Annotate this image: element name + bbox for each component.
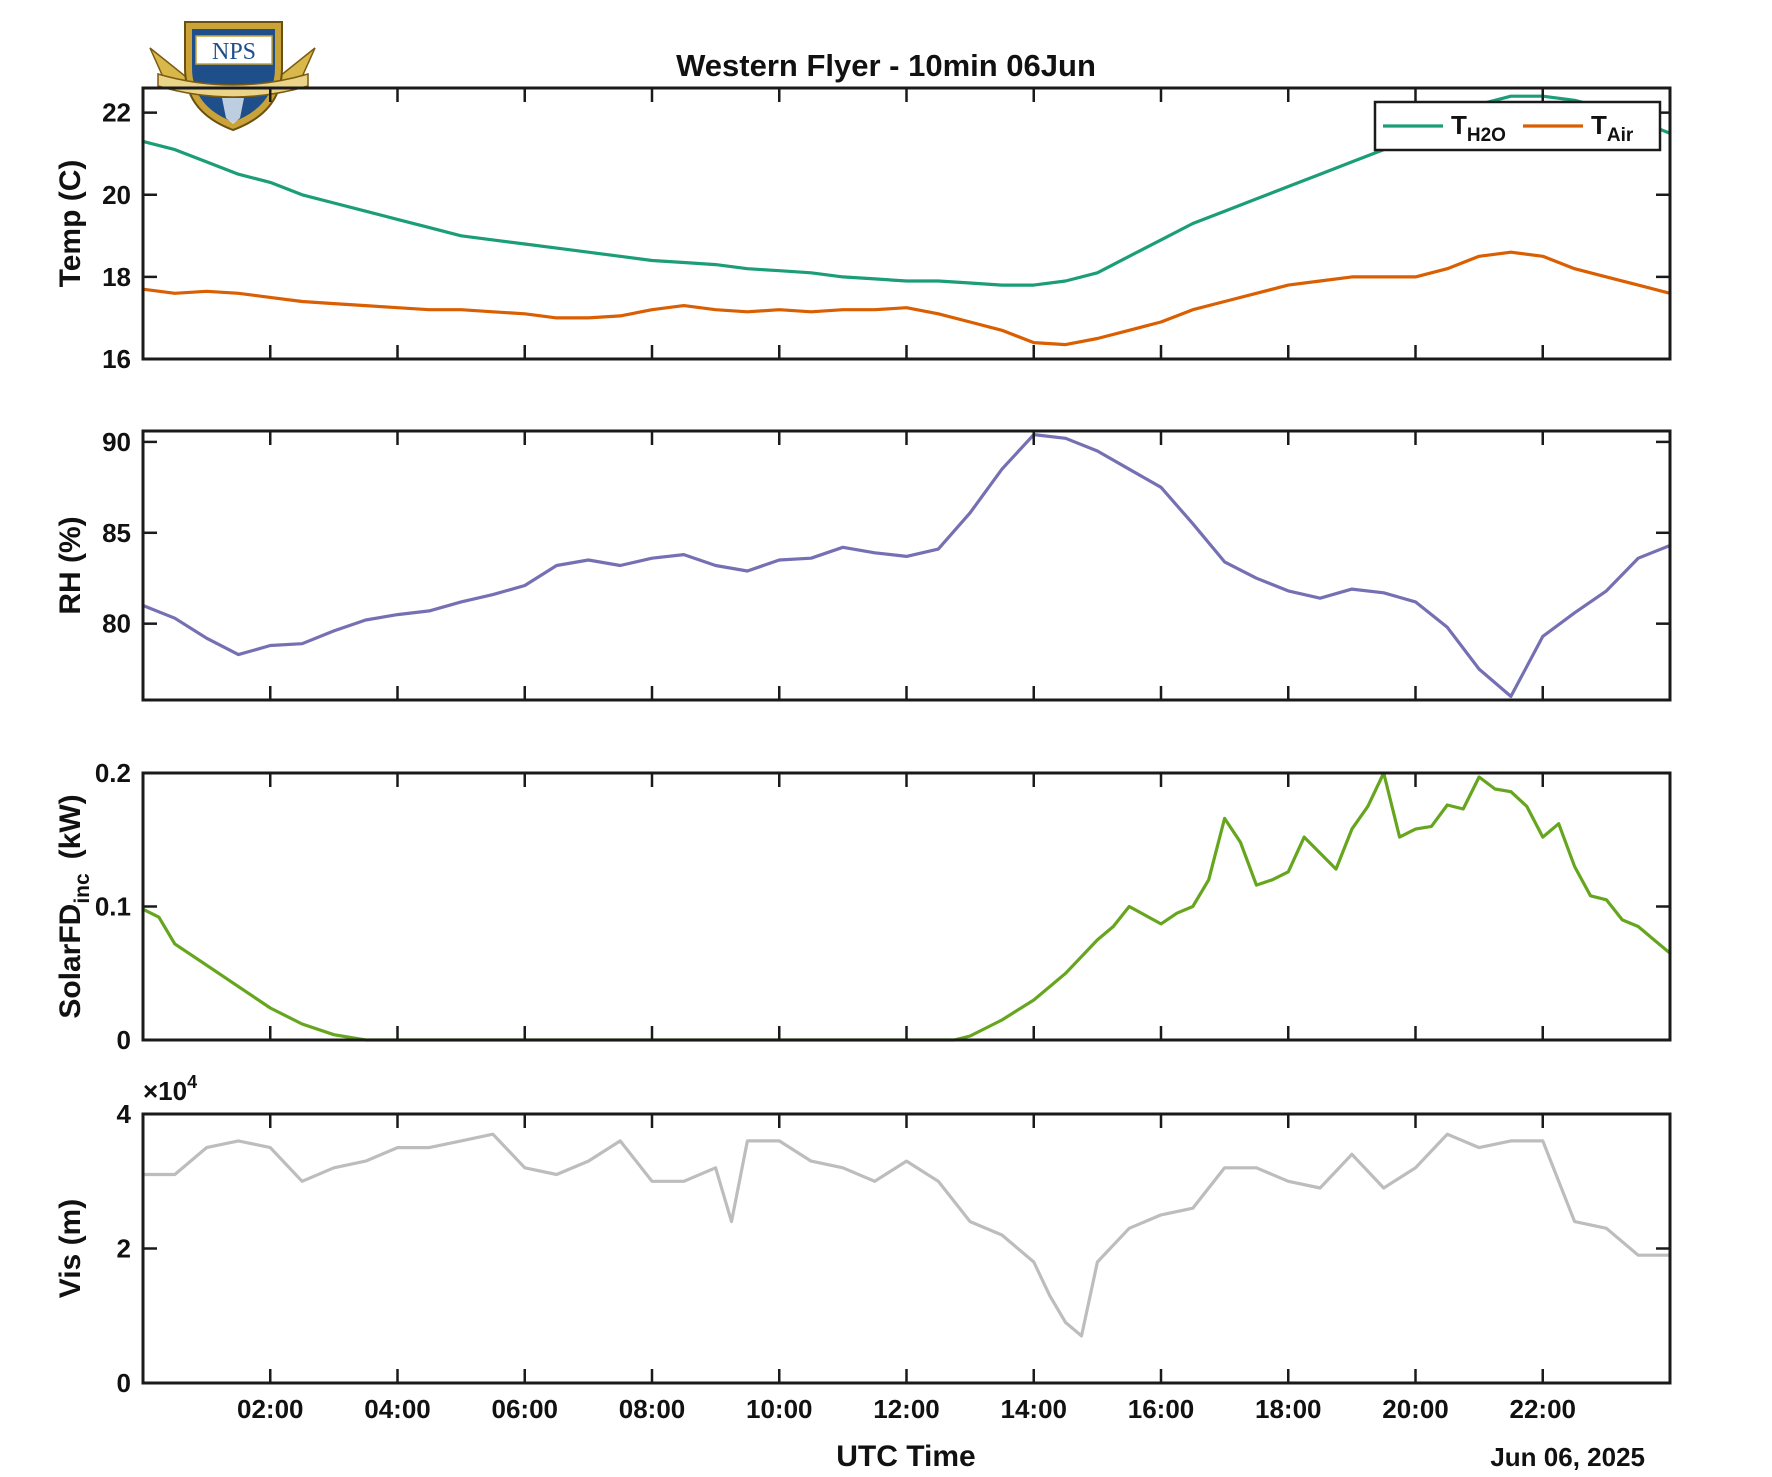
x-tick-label: 16:00 <box>1128 1394 1195 1424</box>
x-axis-label: UTC Time <box>836 1440 975 1473</box>
x-axis-date-label: Jun 06, 2025 <box>1490 1442 1645 1472</box>
y-tick-label: 0 <box>117 1368 131 1398</box>
x-tick-label: 06:00 <box>492 1394 559 1424</box>
subplot-4: 0 2 4 Vis (m) ×104 <box>54 1072 1672 1398</box>
y-tick-label: 0.2 <box>95 758 131 788</box>
y-tick-label: 85 <box>102 518 131 548</box>
x-tick-label: 14:00 <box>1001 1394 1068 1424</box>
subplot-1: 16 18 20 22 Temp (C) TH2O TAir <box>54 86 1672 374</box>
x-tick-label: 20:00 <box>1382 1394 1449 1424</box>
series-line <box>141 1132 1672 1338</box>
y-tick-label: 2 <box>117 1234 131 1264</box>
y-axis-label: SolarFDinc(kW) <box>54 794 94 1018</box>
subplot-2: 80 85 90 RH (%) <box>54 427 1672 702</box>
y-tick-label: 18 <box>102 262 131 292</box>
y-tick-label: 80 <box>102 609 131 639</box>
x-tick-label: 04:00 <box>364 1394 431 1424</box>
y-tick-label: 0 <box>117 1025 131 1055</box>
x-tick-label: 22:00 <box>1510 1394 1577 1424</box>
t-air-line <box>141 250 1672 347</box>
x-tick-label: 12:00 <box>873 1394 940 1424</box>
x-tick-label: 02:00 <box>237 1394 304 1424</box>
nps-crest-logo: NPS <box>149 21 316 132</box>
legend: TH2O TAir <box>1373 100 1662 152</box>
y-tick-label: 0.1 <box>95 892 131 922</box>
y-tick-label: 22 <box>102 98 131 128</box>
series-line <box>141 771 1672 1042</box>
y-tick-label: 20 <box>102 180 131 210</box>
x-tick-labels: 02:00 04:00 06:00 08:00 10:00 12:00 14:00 16:00… <box>237 1394 1576 1424</box>
logo-text: NPS <box>212 39 256 65</box>
y-axis-label: Temp (C) <box>54 160 87 288</box>
y-multiplier-label: ×104 <box>143 1072 197 1106</box>
chart-title: Western Flyer - 10min 06Jun <box>676 48 1096 83</box>
axes-frame <box>141 1112 1672 1385</box>
y-axis-label: Vis (m) <box>54 1199 87 1298</box>
y-tick-label: 16 <box>102 344 131 374</box>
legend-entry: TH2O <box>1451 110 1506 146</box>
x-tick-label: 18:00 <box>1255 1394 1322 1424</box>
y-axis-label: RH (%) <box>54 516 87 614</box>
legend-entry: TAir <box>1591 110 1634 146</box>
y-tick-label: 90 <box>102 427 131 457</box>
series-line <box>141 433 1672 699</box>
y-tick-label: 4 <box>117 1099 132 1129</box>
x-tick-label: 08:00 <box>619 1394 686 1424</box>
x-tick-label: 10:00 <box>746 1394 813 1424</box>
axes-frame <box>141 429 1672 702</box>
